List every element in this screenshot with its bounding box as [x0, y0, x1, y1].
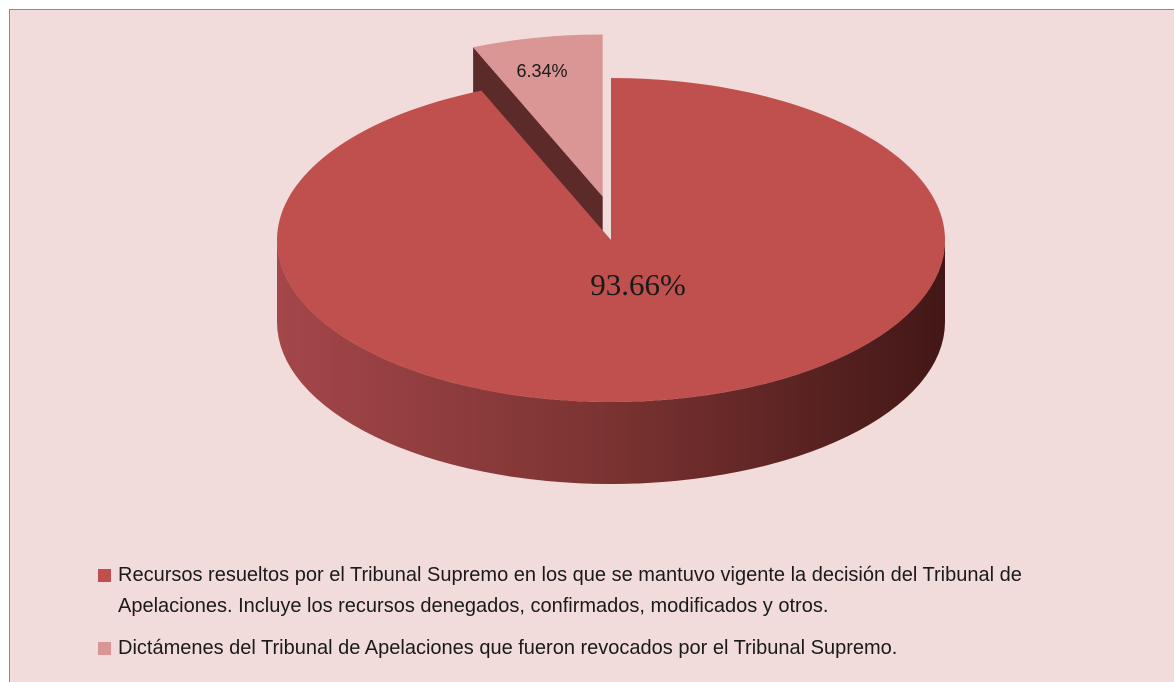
- legend-item: Dictámenes del Tribunal de Apelaciones q…: [98, 633, 1098, 664]
- data-label: 6.34%: [516, 61, 567, 81]
- pie-slice: [473, 34, 603, 197]
- legend-label: Recursos resueltos por el Tribunal Supre…: [118, 564, 1022, 617]
- legend-swatch: [98, 569, 111, 582]
- slice-side: [277, 240, 945, 484]
- legend: Recursos resueltos por el Tribunal Supre…: [98, 560, 1098, 675]
- pie-slice: [276, 78, 946, 402]
- data-label: 93.66%: [590, 267, 686, 302]
- legend-label: Dictámenes del Tribunal de Apelaciones q…: [118, 637, 898, 659]
- legend-item: Recursos resueltos por el Tribunal Supre…: [98, 560, 1098, 622]
- legend-swatch: [98, 642, 111, 655]
